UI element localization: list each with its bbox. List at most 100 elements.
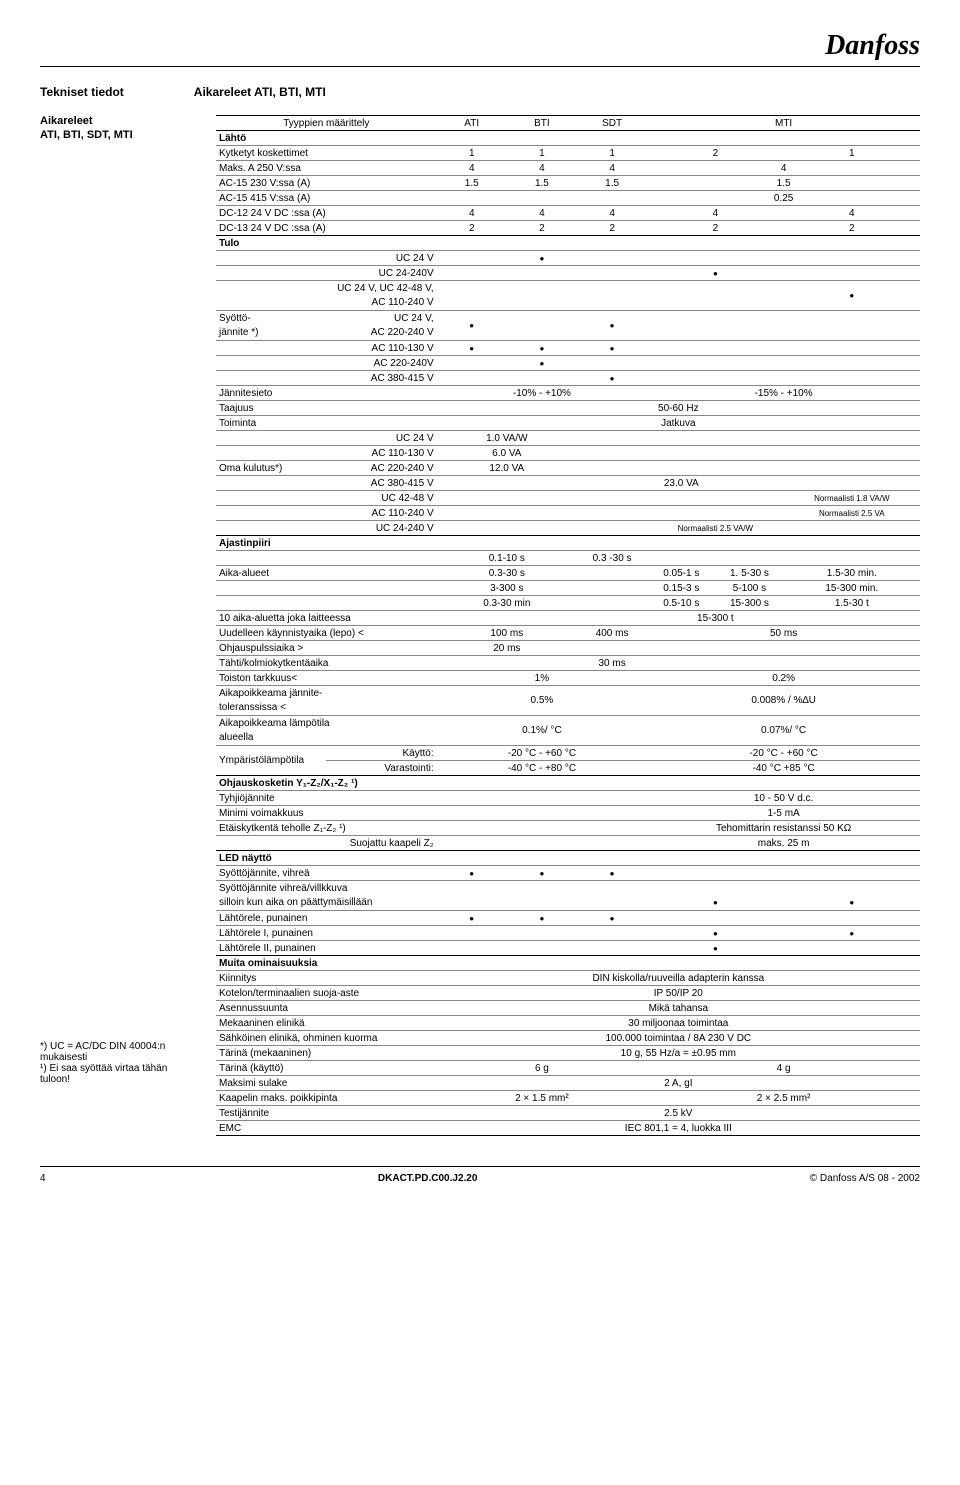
mo7v1: 6 g <box>437 1061 648 1076</box>
mo6l: Tärinä (mekaaninen) <box>216 1046 437 1061</box>
dot <box>507 866 577 881</box>
ok5v: Normaalisti 1.8 VA/W <box>784 491 920 506</box>
v5: AC 110-130 V <box>326 341 436 356</box>
apl2: alueella <box>216 731 437 746</box>
r1-b: 1 <box>507 146 577 161</box>
ok1l: UC 24 V <box>326 431 436 446</box>
v3a: UC 24 V, UC 42-48 V, <box>326 281 436 296</box>
dot <box>647 926 783 941</box>
r1-e: 1 <box>784 146 920 161</box>
sec-led: LED näyttö <box>216 851 920 866</box>
dot <box>577 866 647 881</box>
footer-left: 4 <box>40 1173 46 1184</box>
hdr-mti: MTI <box>647 116 920 131</box>
v6: AC 220-240V <box>326 356 436 371</box>
aa4a: 0.3-30 min <box>437 596 577 611</box>
dot <box>507 356 577 371</box>
aa2c: 1. 5-30 s <box>715 566 783 581</box>
dot <box>577 371 647 386</box>
aa3d: 15-300 min. <box>784 581 920 596</box>
r6v3: 2 <box>577 221 647 236</box>
r4-l: AC-15 415 V:ssa (A) <box>216 191 437 206</box>
ok1v: 1.0 VA/W <box>437 431 577 446</box>
ok6l: AC 110-240 V <box>326 506 436 521</box>
mo10v: 2.5 kV <box>437 1106 920 1121</box>
mo2l: Kotelon/terminaalien suoja-aste <box>216 986 437 1001</box>
footnote-2: ¹) Ei saa syöttää virtaa tähän tuloon! <box>40 1063 200 1085</box>
ok3l: AC 220-240 V <box>326 461 436 476</box>
mo11l: EMC <box>216 1121 437 1136</box>
footnote-1: *) UC = AC/DC DIN 40004:n mukaisesti <box>40 1041 200 1063</box>
led2a: Syöttöjännite vihreä/villkkuva <box>216 881 437 896</box>
mo9v2: 2 × 2.5 mm² <box>647 1091 920 1106</box>
r1-a: 1 <box>437 146 507 161</box>
led4: Lähtörele I, punainen <box>216 926 437 941</box>
tt2: 0.2% <box>647 671 920 686</box>
r2-l: Maks. A 250 V:ssa <box>216 161 437 176</box>
yl1v2: -20 °C - +60 °C <box>647 746 920 761</box>
r3v3: 1.5 <box>577 176 647 191</box>
dot <box>784 926 920 941</box>
r1-d: 2 <box>647 146 783 161</box>
r3v2: 1.5 <box>507 176 577 191</box>
mo9l: Kaapelin maks. poikkipinta <box>216 1091 437 1106</box>
dot <box>647 941 783 956</box>
led3: Lähtörele, punainen <box>216 911 437 926</box>
aa4c: 15-300 s <box>715 596 783 611</box>
taaj-v: 50-60 Hz <box>437 401 920 416</box>
v7: AC 380-415 V <box>326 371 436 386</box>
toim-v: Jatkuva <box>437 416 920 431</box>
uk1: 100 ms <box>437 626 577 641</box>
mo3v: Mikä tahansa <box>437 1001 920 1016</box>
dot <box>437 911 507 926</box>
tj-l: Tyhjiöjännite <box>216 791 437 806</box>
ok7l: UC 24-240 V <box>326 521 436 536</box>
et-l: Etäiskytkentä teholle Z₁-Z₂ ¹) <box>216 821 437 836</box>
mo2v: IP 50/IP 20 <box>437 986 920 1001</box>
mo6v: 10 g, 55 Hz/a = ±0.95 mm <box>437 1046 920 1061</box>
mo8v: 2 A, gI <box>437 1076 920 1091</box>
js1: -10% - +10% <box>437 386 648 401</box>
apl1: Aikapoikkeama lämpötila <box>216 716 437 731</box>
mo10l: Testijännite <box>216 1106 437 1121</box>
yl1l: Käyttö: <box>326 746 436 761</box>
r2v1: 4 <box>437 161 507 176</box>
aa2d: 1.5-30 min. <box>784 566 920 581</box>
r3v4: 1.5 <box>647 176 920 191</box>
dot <box>507 911 577 926</box>
ok4l: AC 380-415 V <box>326 476 436 491</box>
header: Danfoss <box>40 30 920 67</box>
r6v2: 2 <box>507 221 577 236</box>
footer-mid: DKACT.PD.C00.J2.20 <box>378 1173 477 1184</box>
sidebar-h2: ATI, BTI, SDT, MTI <box>40 129 200 141</box>
r2v2: 4 <box>507 161 577 176</box>
mo7v2: 4 g <box>647 1061 920 1076</box>
r1-l: Kytketyt koskettimet <box>216 146 437 161</box>
op-v: 20 ms <box>437 641 577 656</box>
dot <box>507 251 577 266</box>
aplv2: 0.07%/ °C <box>647 716 920 746</box>
sidebar: Aikareleet ATI, BTI, SDT, MTI *) UC = AC… <box>40 115 200 1136</box>
ok: Oma kulutus*) <box>216 461 326 476</box>
r5v5: 4 <box>784 206 920 221</box>
mo8l: Maksimi sulake <box>216 1076 437 1091</box>
ok5l: UC 42-48 V <box>326 491 436 506</box>
tk-v: 30 ms <box>577 656 647 671</box>
aa1b: 0.3 -30 s <box>577 551 647 566</box>
r2v3: 4 <box>577 161 647 176</box>
mo5v: 100.000 toimintaa / 8A 230 V DC <box>437 1031 920 1046</box>
js2: -15% - +10% <box>647 386 920 401</box>
aa5v: 15-300 t <box>647 611 783 626</box>
aa: Aika-alueet <box>216 566 437 581</box>
ok4v: 23.0 VA <box>647 476 715 491</box>
r5v1: 4 <box>437 206 507 221</box>
v2: UC 24-240V <box>326 266 436 281</box>
uk3: 50 ms <box>647 626 920 641</box>
op-l: Ohjauspulssiaika > <box>216 641 437 656</box>
r3v1: 1.5 <box>437 176 507 191</box>
tk-l: Tähti/kolmiokytkentäaika <box>216 656 437 671</box>
r6v5: 2 <box>784 221 920 236</box>
dot <box>784 896 920 911</box>
logo: Danfoss <box>825 30 920 62</box>
sec-tulo: Tulo <box>216 236 920 251</box>
